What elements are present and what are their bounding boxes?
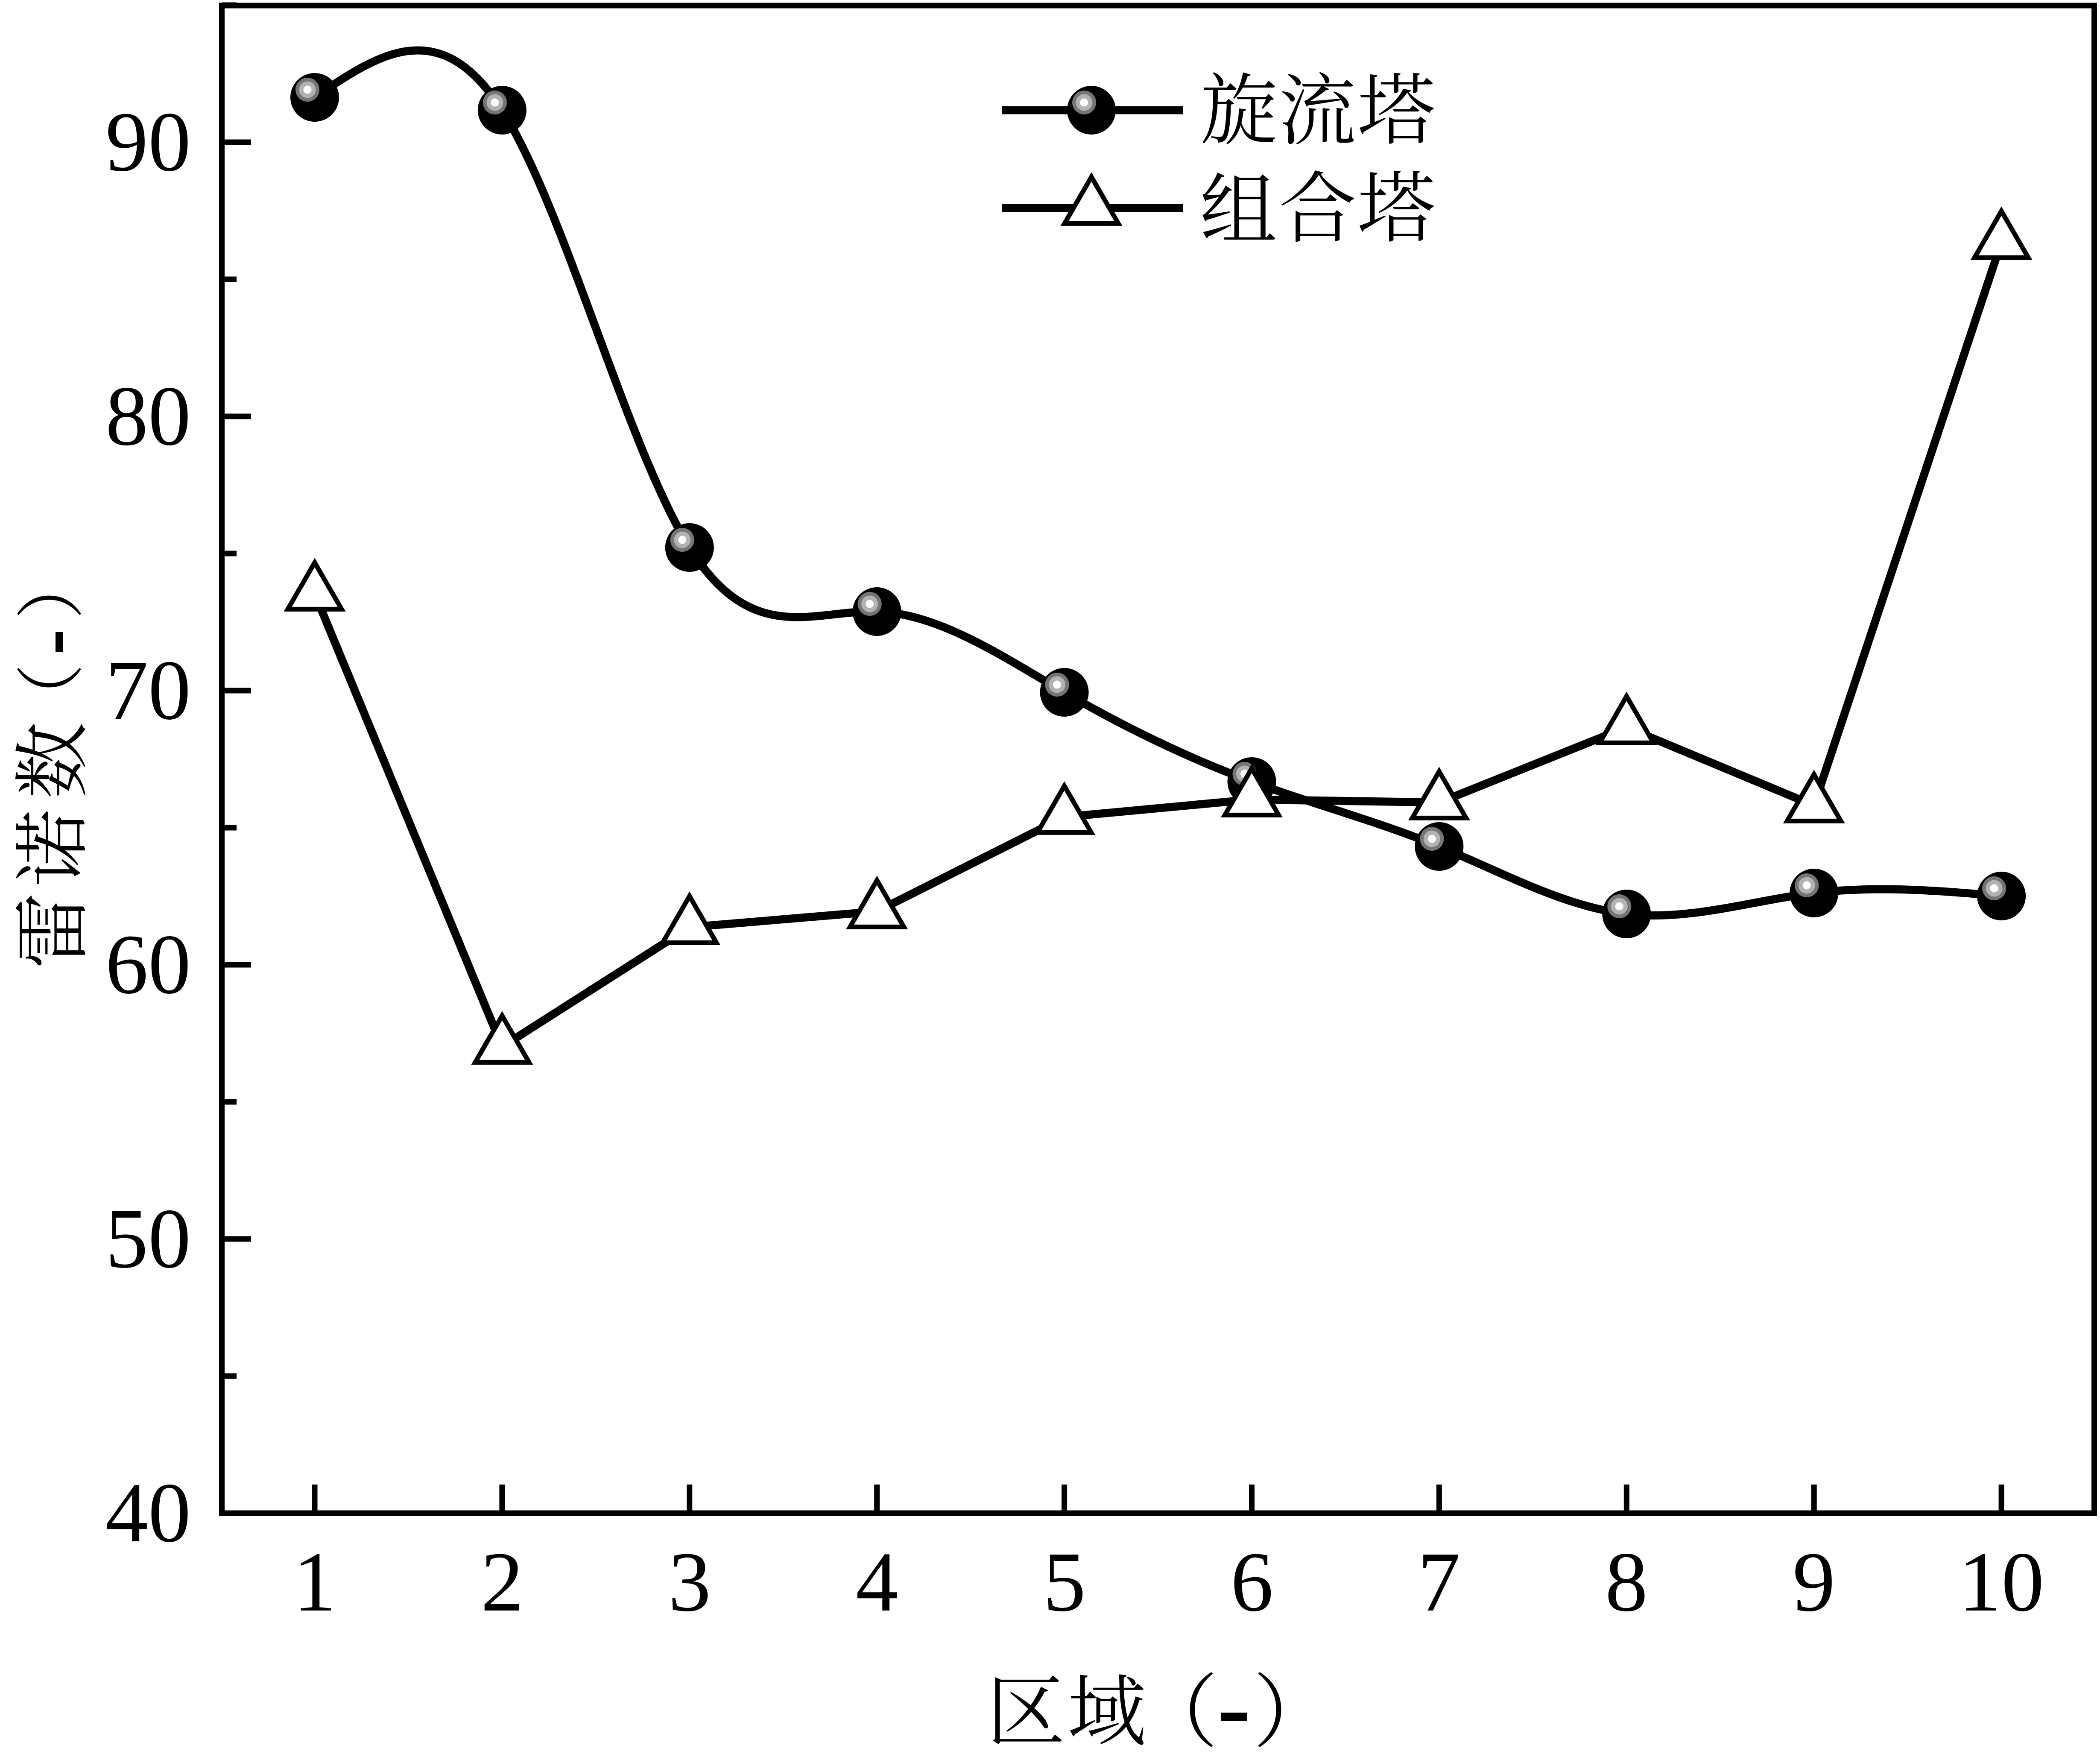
svg-text:1: 1 (293, 1535, 336, 1629)
svg-text:50: 50 (105, 1192, 191, 1286)
svg-text:60: 60 (105, 917, 191, 1012)
svg-text:8: 8 (1605, 1535, 1648, 1629)
svg-text:6: 6 (1231, 1535, 1273, 1629)
svg-text:9: 9 (1793, 1535, 1835, 1629)
svg-text:70: 70 (105, 643, 191, 738)
svg-text:7: 7 (1418, 1535, 1460, 1629)
svg-text:80: 80 (105, 369, 191, 463)
svg-text:5: 5 (1043, 1535, 1086, 1629)
svg-text:90: 90 (105, 95, 191, 189)
svg-text:10: 10 (1959, 1535, 2044, 1629)
svg-text:3: 3 (668, 1535, 711, 1629)
svg-text:2: 2 (481, 1535, 524, 1629)
svg-text:40: 40 (105, 1466, 191, 1560)
svg-text:4: 4 (856, 1535, 898, 1629)
